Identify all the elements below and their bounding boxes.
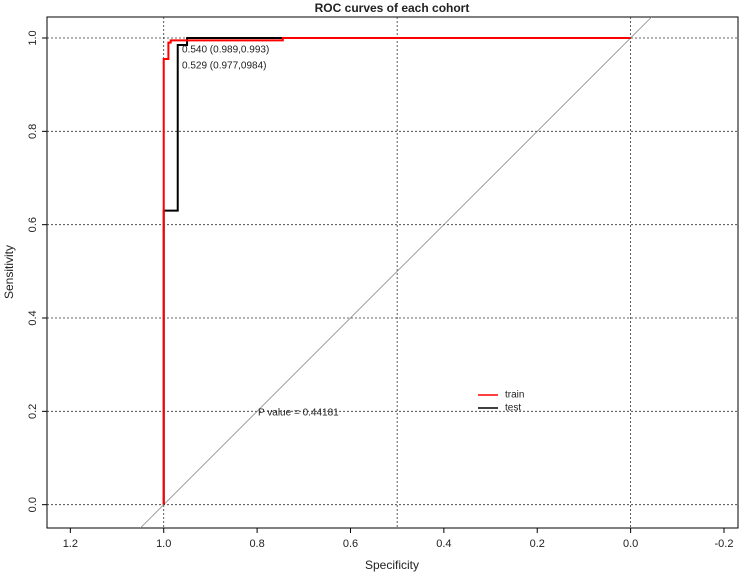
x-axis-label: Specificity [365,558,419,572]
x-tick-label: 1.0 [156,538,171,550]
chart-title: ROC curves of each cohort [315,1,470,15]
annotation: 0.540 (0.989,0.993) [182,45,269,56]
annotation: P value = 0.44181 [258,408,339,419]
y-tick-label: 0.4 [27,310,39,325]
y-tick-label: 0.0 [27,497,39,512]
y-tick-label: 1.0 [27,30,39,45]
legend-label: test [505,403,521,414]
roc-curve [162,37,631,505]
x-tick-label: 0.0 [623,538,638,550]
annotation: 0.529 (0.977,0984) [182,61,267,72]
x-tick-label: 0.8 [249,538,264,550]
x-tick-label: 0.4 [436,538,451,550]
y-tick-label: 0.8 [27,124,39,139]
x-tick-label: 0.2 [530,538,545,550]
y-tick-label: 0.6 [27,217,39,232]
x-tick-label: 1.2 [63,538,78,550]
x-tick-label: -0.2 [715,538,734,550]
x-tick-label: 0.6 [343,538,358,550]
reference-line [140,16,652,529]
y-tick-label: 0.2 [27,404,39,419]
legend-label: train [505,390,524,401]
y-axis-label: Sensitivity [2,245,16,299]
plot-frame [46,16,739,529]
